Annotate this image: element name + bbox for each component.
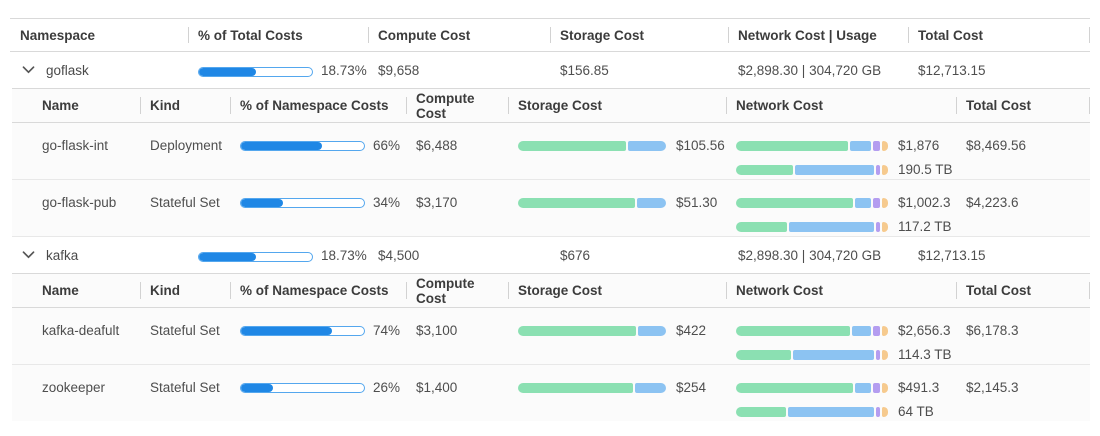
column-header-total-cost[interactable]: Total Cost bbox=[956, 89, 1090, 122]
cost-table: Namespace % of Total Costs Compute Cost … bbox=[10, 18, 1090, 421]
total-cost-value: $12,713.15 bbox=[918, 247, 986, 263]
pct-namespace-bar bbox=[240, 198, 365, 208]
column-header-storage-cost[interactable]: Storage Cost bbox=[508, 274, 726, 307]
total-cost-value: $4,223.6 bbox=[966, 195, 1019, 210]
column-header-total-cost[interactable]: Total Cost bbox=[956, 274, 1090, 307]
namespace-row-kafka: kafka 18.73% $4,500 $676 $2,898.30 | 304… bbox=[10, 237, 1090, 273]
namespace-label: goflask bbox=[46, 62, 89, 78]
column-header-storage-cost[interactable]: Storage Cost bbox=[508, 89, 726, 122]
pct-namespace-bar bbox=[240, 383, 365, 393]
network-usage-bar bbox=[736, 222, 888, 232]
storage-cost-value: $422 bbox=[676, 323, 707, 338]
workload-name: go-flask-pub bbox=[42, 195, 117, 210]
column-header-name[interactable]: Name bbox=[42, 283, 79, 298]
workload-row-go-flask-pub: go-flask-pub Stateful Set 34% $3,170 $51… bbox=[12, 180, 1090, 237]
network-cost-value: $491.3 bbox=[898, 380, 940, 395]
storage-cost-value: $254 bbox=[676, 380, 707, 395]
column-header-pct-namespace[interactable]: % of Namespace Costs bbox=[230, 274, 406, 307]
column-header-pct-total[interactable]: % of Total Costs bbox=[188, 19, 368, 51]
namespace-row-goflask: goflask 18.73% $9,658 $156.85 $2,898.30 … bbox=[10, 52, 1090, 88]
workload-kind: Deployment bbox=[150, 138, 223, 153]
total-cost-value: $6,178.3 bbox=[966, 323, 1019, 338]
column-header-pct-namespace[interactable]: % of Namespace Costs bbox=[230, 89, 406, 122]
pct-namespace-bar bbox=[240, 141, 365, 151]
column-header-network-cost[interactable]: Network Cost bbox=[726, 89, 956, 122]
network-usage-bar bbox=[736, 407, 889, 417]
chevron-down-icon[interactable] bbox=[20, 249, 37, 261]
workload-name: kafka-deafult bbox=[42, 323, 120, 338]
compute-cost-value: $1,400 bbox=[416, 380, 458, 395]
workload-row-go-flask-int: go-flask-int Deployment 66% $6,488 $105.… bbox=[12, 123, 1090, 180]
pct-namespace-value: 74% bbox=[373, 323, 401, 338]
compute-cost-value: $9,658 bbox=[378, 62, 420, 78]
workload-name: zookeeper bbox=[42, 380, 106, 395]
column-header-kind[interactable]: Kind bbox=[140, 274, 230, 307]
network-cost-usage-value: $2,898.30 | 304,720 GB bbox=[738, 247, 882, 263]
network-usage-value: 190.5 TB bbox=[898, 162, 953, 177]
network-usage-bar bbox=[736, 350, 889, 360]
column-header-total-cost[interactable]: Total Cost bbox=[908, 19, 1090, 51]
storage-cost-value: $676 bbox=[560, 247, 591, 263]
nested-header-row: Name Kind % of Namespace Costs Compute C… bbox=[12, 89, 1090, 123]
pct-total-bar bbox=[198, 251, 313, 262]
storage-cost-value: $156.85 bbox=[560, 62, 609, 78]
pct-namespace-value: 26% bbox=[373, 380, 401, 395]
column-header-compute-cost[interactable]: Compute Cost bbox=[406, 89, 508, 122]
compute-cost-value: $4,500 bbox=[378, 247, 420, 263]
column-header-compute-cost[interactable]: Compute Cost bbox=[406, 274, 508, 307]
total-cost-value: $8,469.56 bbox=[966, 138, 1027, 153]
workload-kind: Stateful Set bbox=[150, 380, 220, 395]
main-header-row: Namespace % of Total Costs Compute Cost … bbox=[10, 18, 1090, 52]
namespace-label: kafka bbox=[46, 247, 79, 263]
column-header-network-cost[interactable]: Network Cost bbox=[726, 274, 956, 307]
workload-kind: Stateful Set bbox=[150, 323, 220, 338]
network-cost-bar bbox=[736, 326, 888, 336]
network-cost-value: $1,876 bbox=[898, 138, 940, 153]
total-cost-value: $2,145.3 bbox=[966, 380, 1019, 395]
network-usage-bar bbox=[736, 165, 889, 175]
nested-table-kafka: Name Kind % of Namespace Costs Compute C… bbox=[12, 273, 1090, 421]
compute-cost-value: $6,488 bbox=[416, 138, 458, 153]
workload-name: go-flask-int bbox=[42, 138, 109, 153]
pct-total-bar bbox=[198, 66, 313, 77]
storage-cost-bar bbox=[518, 198, 666, 208]
network-usage-value: 114.3 TB bbox=[898, 347, 952, 362]
pct-total-value: 18.73% bbox=[321, 247, 367, 263]
network-usage-value: 64 TB bbox=[898, 404, 934, 419]
column-header-compute-cost[interactable]: Compute Cost bbox=[368, 19, 550, 51]
total-cost-value: $12,713.15 bbox=[918, 62, 986, 78]
pct-namespace-value: 66% bbox=[373, 138, 401, 153]
column-header-network-cost-usage[interactable]: Network Cost | Usage bbox=[728, 19, 908, 51]
workload-row-zookeeper: zookeeper Stateful Set 26% $1,400 $254 $… bbox=[12, 365, 1090, 421]
compute-cost-value: $3,170 bbox=[416, 195, 458, 210]
network-cost-value: $1,002.3 bbox=[898, 195, 951, 210]
column-header-name[interactable]: Name bbox=[42, 98, 79, 113]
column-header-kind[interactable]: Kind bbox=[140, 89, 230, 122]
network-cost-bar bbox=[736, 383, 889, 393]
pct-namespace-value: 34% bbox=[373, 195, 401, 210]
compute-cost-value: $3,100 bbox=[416, 323, 458, 338]
pct-total-value: 18.73% bbox=[321, 62, 367, 78]
storage-cost-value: $51.30 bbox=[676, 195, 718, 210]
network-cost-bar bbox=[736, 198, 889, 208]
storage-cost-bar bbox=[518, 326, 666, 336]
network-cost-usage-value: $2,898.30 | 304,720 GB bbox=[738, 62, 882, 78]
storage-cost-bar bbox=[518, 383, 666, 393]
storage-cost-bar bbox=[518, 141, 666, 151]
pct-namespace-bar bbox=[240, 326, 365, 336]
workload-kind: Stateful Set bbox=[150, 195, 220, 210]
network-cost-bar bbox=[736, 141, 889, 151]
storage-cost-value: $105.56 bbox=[676, 138, 725, 153]
column-header-storage-cost[interactable]: Storage Cost bbox=[550, 19, 728, 51]
nested-table-goflask: Name Kind % of Namespace Costs Compute C… bbox=[12, 88, 1090, 237]
network-usage-value: 117.2 TB bbox=[898, 219, 952, 234]
nested-header-row: Name Kind % of Namespace Costs Compute C… bbox=[12, 274, 1090, 308]
workload-row-kafka-deafult: kafka-deafult Stateful Set 74% $3,100 $4… bbox=[12, 308, 1090, 365]
network-cost-value: $2,656.3 bbox=[898, 323, 951, 338]
column-header-namespace[interactable]: Namespace bbox=[20, 27, 96, 43]
chevron-down-icon[interactable] bbox=[20, 64, 37, 76]
